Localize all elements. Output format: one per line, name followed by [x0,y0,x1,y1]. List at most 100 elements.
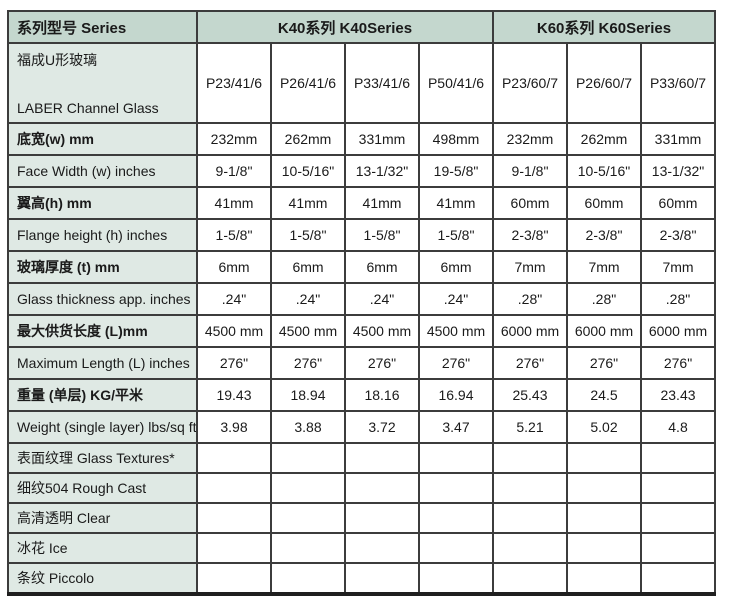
texture-row-label: 冰花 Ice [7,532,198,564]
product-name-en: LABER Channel Glass [17,100,159,116]
empty-cell [196,532,272,564]
spec-value-cell: 276" [196,346,272,380]
spec-value-cell: 18.94 [270,378,346,412]
empty-cell [418,532,494,564]
spec-value-cell: 24.5 [566,378,642,412]
spec-value-cell: .28" [566,282,642,316]
empty-cell [418,502,494,534]
spec-value-cell: 3.88 [270,410,346,444]
spec-value-cell: 5.02 [566,410,642,444]
spec-value-cell: 7mm [639,250,717,284]
model-cell: P26/41/6 [270,42,346,124]
spec-value-cell: 232mm [196,122,272,156]
spec-value-cell: .24" [344,282,420,316]
spec-row-glass-thickness-inches: Glass thickness app. inches .24" .24" .2… [7,282,717,316]
spec-value-cell: 25.43 [492,378,568,412]
spec-value-cell: 9-1/8" [492,154,568,188]
spec-row-max-length-mm: 最大供货长度 (L)mm 4500 mm 4500 mm 4500 mm 450… [7,314,717,348]
spec-value-cell: 19-5/8" [418,154,494,188]
empty-cell [566,532,642,564]
empty-cell [196,562,272,595]
spec-row-weight-lbs: Weight (single layer) lbs/sq ft. 3.98 3.… [7,410,717,444]
product-name-cn: 福成U形玻璃 [17,52,98,68]
texture-row-rough-cast: 细纹504 Rough Cast [7,472,717,504]
model-cell: P23/60/7 [492,42,568,124]
texture-row-label: 细纹504 Rough Cast [7,472,198,504]
empty-cell [196,472,272,504]
spec-value-cell: 13-1/32" [344,154,420,188]
spec-value-cell: 6mm [418,250,494,284]
model-cell: P26/60/7 [566,42,642,124]
spec-value-cell: 276" [566,346,642,380]
spec-row-label: Maximum Length (L) inches [7,346,198,380]
spec-row-face-width-inches: Face Width (w) inches 9-1/8" 10-5/16" 13… [7,154,717,188]
empty-cell [344,562,420,595]
spec-value-cell: 1-5/8" [270,218,346,252]
spec-value-cell: 3.47 [418,410,494,444]
spec-row-label: Face Width (w) inches [7,154,198,188]
spec-value-cell: .24" [196,282,272,316]
texture-row-label: 条纹 Piccolo [7,562,198,595]
spec-value-cell: 7mm [492,250,568,284]
spec-value-cell: 6mm [270,250,346,284]
empty-cell [639,562,717,595]
empty-cell [270,562,346,595]
texture-row-ice: 冰花 Ice [7,532,717,564]
spec-value-cell: 13-1/32" [639,154,717,188]
spec-value-cell: .24" [270,282,346,316]
spec-value-cell: 262mm [270,122,346,156]
empty-cell [639,442,717,474]
empty-cell [492,472,568,504]
spec-value-cell: 276" [418,346,494,380]
spec-value-cell: 6000 mm [492,314,568,348]
empty-cell [492,562,568,595]
spec-row-max-length-inches: Maximum Length (L) inches 276" 276" 276"… [7,346,717,380]
spec-value-cell: 5.21 [492,410,568,444]
spec-value-cell: 262mm [566,122,642,156]
spec-value-cell: 4.8 [639,410,717,444]
empty-cell [270,472,346,504]
empty-cell [344,502,420,534]
spec-value-cell: 18.16 [344,378,420,412]
spec-row-label: Weight (single layer) lbs/sq ft. [7,410,198,444]
spec-value-cell: 4500 mm [270,314,346,348]
k40-series-header-cell: K40系列 K40Series [196,10,494,44]
product-name-cell: 福成U形玻璃 LABER Channel Glass [7,42,198,124]
spec-value-cell: 23.43 [639,378,717,412]
spec-value-cell: 10-5/16" [566,154,642,188]
empty-cell [492,502,568,534]
series-header-cell: 系列型号 Series [7,10,198,44]
empty-cell [566,562,642,595]
spec-row-label: 底宽(w) mm [7,122,198,156]
spec-row-label: 重量 (单层) KG/平米 [7,378,198,412]
spec-value-cell: 331mm [344,122,420,156]
texture-row-piccolo: 条纹 Piccolo [7,562,717,595]
empty-cell [418,472,494,504]
spec-value-cell: 276" [492,346,568,380]
spec-value-cell: 60mm [492,186,568,220]
spec-value-cell: 232mm [492,122,568,156]
empty-cell [270,442,346,474]
model-cell: P23/41/6 [196,42,272,124]
empty-cell [566,472,642,504]
spec-row-face-width-mm: 底宽(w) mm 232mm 262mm 331mm 498mm 232mm 2… [7,122,717,156]
empty-cell [344,472,420,504]
spec-value-cell: 19.43 [196,378,272,412]
spec-value-cell: 2-3/8" [492,218,568,252]
spec-value-cell: .24" [418,282,494,316]
empty-cell [418,442,494,474]
spec-value-cell: 276" [344,346,420,380]
spec-row-flange-height-mm: 翼高(h) mm 41mm 41mm 41mm 41mm 60mm 60mm 6… [7,186,717,220]
empty-cell [639,532,717,564]
spec-value-cell: 41mm [270,186,346,220]
spec-value-cell: 1-5/8" [344,218,420,252]
spec-value-cell: 10-5/16" [270,154,346,188]
spec-value-cell: 498mm [418,122,494,156]
empty-cell [566,502,642,534]
empty-cell [196,442,272,474]
spec-value-cell: 6000 mm [566,314,642,348]
empty-cell [344,442,420,474]
spec-value-cell: 276" [639,346,717,380]
k60-series-header-cell: K60系列 K60Series [491,10,717,44]
